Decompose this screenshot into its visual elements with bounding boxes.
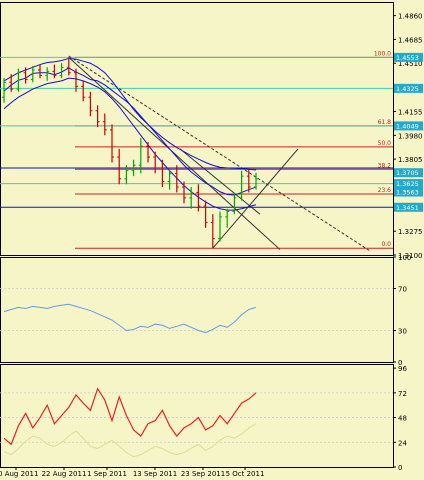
price-tick-label: 1.3980	[398, 132, 423, 140]
price-tick-label: 1.3100	[398, 252, 423, 260]
osc1-tick-label: 70	[398, 286, 407, 294]
osc2-main-line	[3, 387, 257, 446]
osc1-tick-label: 30	[398, 328, 407, 336]
fib-level-label: 23.6	[378, 187, 392, 194]
osc1-line	[3, 303, 257, 334]
price-ma-line	[3, 57, 257, 171]
x-tick-label: 22 Aug 2011	[42, 470, 87, 478]
osc2-tick-label: 0	[398, 464, 402, 472]
x-tick-label: 10 Aug 2011	[0, 470, 38, 478]
price-label-box	[394, 83, 423, 93]
panel-frame-1	[0, 2, 394, 256]
price-label-text: 1.3563	[396, 189, 419, 197]
panel-frame-2	[0, 257, 394, 363]
price-tick-label: 1.4685	[398, 36, 423, 44]
price-tick-label: 1.3275	[398, 228, 423, 236]
x-tick-label: 13 Sep 2011	[133, 470, 177, 478]
price-label-text: 1.3705	[396, 169, 419, 177]
price-label-box	[394, 121, 423, 131]
osc2-signal-line	[3, 423, 257, 458]
fib-level-label: 50.0	[378, 140, 392, 147]
x-tick-label: 1 Sep 2011	[87, 470, 127, 478]
trendline	[179, 148, 261, 215]
price-label-text: 1.3625	[396, 180, 419, 188]
price-label-text: 1.4553	[396, 54, 419, 62]
osc2-tick-label: 48	[398, 415, 407, 423]
osc2-tick-label: 96	[398, 365, 407, 373]
trendline	[68, 56, 281, 250]
price-label-text: 1.4049	[396, 122, 419, 130]
price-tick-label: 1.4155	[398, 108, 423, 116]
fib-level-label: 38.2	[378, 162, 392, 169]
x-tick-label: 23 Sep 2011	[181, 470, 225, 478]
fib-level-label: 100.0	[374, 50, 391, 57]
price-tick-label: 1.4510	[398, 60, 423, 68]
price-label-box	[394, 187, 423, 197]
price-tick-label: 1.4860	[398, 13, 423, 21]
price-label-box	[394, 52, 423, 62]
fib-level-label: 0.0	[381, 241, 391, 248]
osc2-tick-label: 72	[398, 390, 407, 398]
osc2-tick-label: 24	[398, 439, 407, 447]
osc1-tick-label: 100	[398, 254, 411, 262]
trendline	[212, 148, 299, 249]
osc1-tick-label: 0	[398, 359, 402, 367]
price-label-box	[394, 202, 423, 212]
price-label-box	[394, 179, 423, 189]
price-label-box	[394, 168, 423, 178]
price-label-text: 1.4325	[396, 85, 419, 93]
price-label-text: 1.3451	[396, 204, 419, 212]
x-tick-label: 5 Oct 2011	[226, 470, 265, 478]
price-tick-label: 1.3805	[398, 156, 423, 164]
fib-level-label: 61.8	[378, 119, 392, 126]
price-ma-line	[3, 77, 257, 211]
panel-frame-3	[0, 364, 394, 468]
